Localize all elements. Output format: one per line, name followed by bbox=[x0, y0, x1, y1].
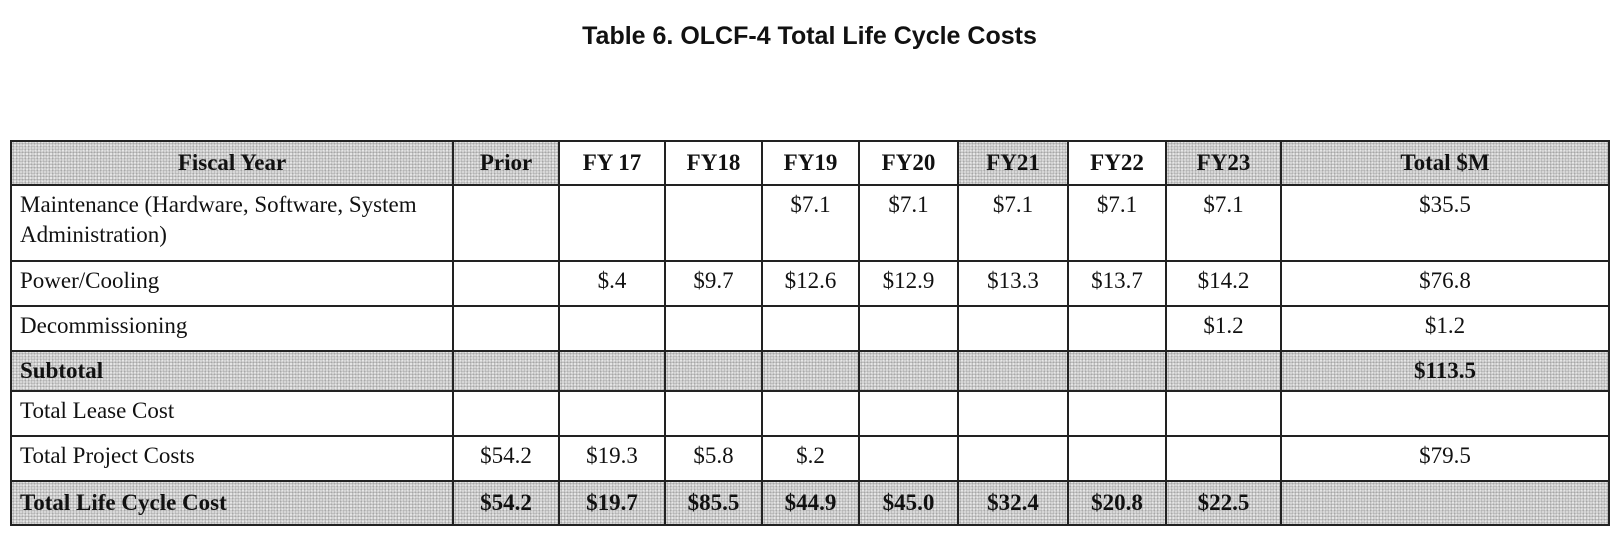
cell-fy18 bbox=[664, 390, 763, 437]
cell-fy22: $20.8 bbox=[1067, 480, 1167, 526]
cell-fy18 bbox=[664, 305, 763, 352]
cell-fy23 bbox=[1165, 390, 1282, 437]
cell-fy21: $7.1 bbox=[957, 184, 1069, 262]
cell-prior bbox=[452, 390, 560, 437]
table-row-decommissioning: Decommissioning $1.2 $1.2 bbox=[10, 305, 1610, 352]
cell-fy21: $32.4 bbox=[957, 480, 1069, 526]
cell-fy19: $.2 bbox=[761, 435, 860, 482]
row-label: Maintenance (Hardware, Software, System … bbox=[10, 184, 454, 262]
table-title: Table 6. OLCF-4 Total Life Cycle Costs bbox=[582, 22, 1037, 50]
table-row-total-life-cycle-cost: Total Life Cycle Cost $54.2 $19.7 $85.5 … bbox=[10, 480, 1610, 526]
cell-fy17 bbox=[558, 350, 666, 392]
cell-total: $79.5 bbox=[1280, 435, 1610, 482]
cell-fy21 bbox=[957, 390, 1069, 437]
row-label: Power/Cooling bbox=[10, 260, 454, 307]
cell-prior: $54.2 bbox=[452, 435, 560, 482]
cell-fy17 bbox=[558, 390, 666, 437]
cell-fy18 bbox=[664, 350, 763, 392]
header-fy17: FY 17 bbox=[558, 140, 666, 186]
cell-fy23 bbox=[1165, 435, 1282, 482]
cell-total: $113.5 bbox=[1280, 350, 1610, 392]
cell-prior bbox=[452, 350, 560, 392]
header-fy21: FY21 bbox=[957, 140, 1069, 186]
header-fy18: FY18 bbox=[664, 140, 763, 186]
header-total: Total $M bbox=[1280, 140, 1610, 186]
cell-prior bbox=[452, 260, 560, 307]
header-fy19: FY19 bbox=[761, 140, 860, 186]
cell-fy21 bbox=[957, 305, 1069, 352]
cell-fy22: $13.7 bbox=[1067, 260, 1167, 307]
cell-fy22 bbox=[1067, 350, 1167, 392]
header-fy22: FY22 bbox=[1067, 140, 1167, 186]
table-row-subtotal: Subtotal $113.5 bbox=[10, 350, 1610, 392]
cell-total: $35.5 bbox=[1280, 184, 1610, 262]
cell-fy17 bbox=[558, 184, 666, 262]
cell-total bbox=[1280, 390, 1610, 437]
header-fiscal-year: Fiscal Year bbox=[10, 140, 454, 186]
cell-fy17 bbox=[558, 305, 666, 352]
header-fy23: FY23 bbox=[1165, 140, 1282, 186]
cell-fy18: $9.7 bbox=[664, 260, 763, 307]
cell-fy17: $.4 bbox=[558, 260, 666, 307]
cell-fy17: $19.3 bbox=[558, 435, 666, 482]
header-fy20: FY20 bbox=[858, 140, 959, 186]
cell-fy18: $5.8 bbox=[664, 435, 763, 482]
table-row-total-project-costs: Total Project Costs $54.2 $19.3 $5.8 $.2… bbox=[10, 435, 1610, 482]
row-label: Decommissioning bbox=[10, 305, 454, 352]
header-prior: Prior bbox=[452, 140, 560, 186]
cell-fy23: $7.1 bbox=[1165, 184, 1282, 262]
row-label: Total Project Costs bbox=[10, 435, 454, 482]
cell-fy22 bbox=[1067, 435, 1167, 482]
cell-fy22 bbox=[1067, 390, 1167, 437]
life-cycle-cost-table: Fiscal Year Prior FY 17 FY18 FY19 FY20 F… bbox=[10, 140, 1610, 526]
table-row-total-lease-cost: Total Lease Cost bbox=[10, 390, 1610, 437]
cell-fy22: $7.1 bbox=[1067, 184, 1167, 262]
cell-fy17: $19.7 bbox=[558, 480, 666, 526]
header-row: Fiscal Year Prior FY 17 FY18 FY19 FY20 F… bbox=[10, 140, 1610, 186]
cell-fy18: $85.5 bbox=[664, 480, 763, 526]
cell-fy21 bbox=[957, 435, 1069, 482]
cell-fy19: $7.1 bbox=[761, 184, 860, 262]
cell-fy23: $14.2 bbox=[1165, 260, 1282, 307]
cell-fy20 bbox=[858, 390, 959, 437]
table-row-maintenance: Maintenance (Hardware, Software, System … bbox=[10, 184, 1610, 262]
cell-fy21: $13.3 bbox=[957, 260, 1069, 307]
cell-total bbox=[1280, 480, 1610, 526]
row-label: Subtotal bbox=[10, 350, 454, 392]
cell-total: $76.8 bbox=[1280, 260, 1610, 307]
cell-fy19: $12.6 bbox=[761, 260, 860, 307]
cell-fy19 bbox=[761, 350, 860, 392]
cell-fy23: $1.2 bbox=[1165, 305, 1282, 352]
cell-fy18 bbox=[664, 184, 763, 262]
cell-fy20 bbox=[858, 435, 959, 482]
cell-fy23: $22.5 bbox=[1165, 480, 1282, 526]
cell-prior bbox=[452, 184, 560, 262]
cell-prior: $54.2 bbox=[452, 480, 560, 526]
cell-fy20 bbox=[858, 305, 959, 352]
cell-fy19 bbox=[761, 305, 860, 352]
cell-fy19: $44.9 bbox=[761, 480, 860, 526]
cell-fy20 bbox=[858, 350, 959, 392]
cell-prior bbox=[452, 305, 560, 352]
cell-fy20: $45.0 bbox=[858, 480, 959, 526]
cell-fy20: $12.9 bbox=[858, 260, 959, 307]
row-label: Total Lease Cost bbox=[10, 390, 454, 437]
cell-fy19 bbox=[761, 390, 860, 437]
cell-total: $1.2 bbox=[1280, 305, 1610, 352]
cell-fy22 bbox=[1067, 305, 1167, 352]
row-label: Total Life Cycle Cost bbox=[10, 480, 454, 526]
cell-fy23 bbox=[1165, 350, 1282, 392]
table-row-power-cooling: Power/Cooling $.4 $9.7 $12.6 $12.9 $13.3… bbox=[10, 260, 1610, 307]
cell-fy20: $7.1 bbox=[858, 184, 959, 262]
cell-fy21 bbox=[957, 350, 1069, 392]
